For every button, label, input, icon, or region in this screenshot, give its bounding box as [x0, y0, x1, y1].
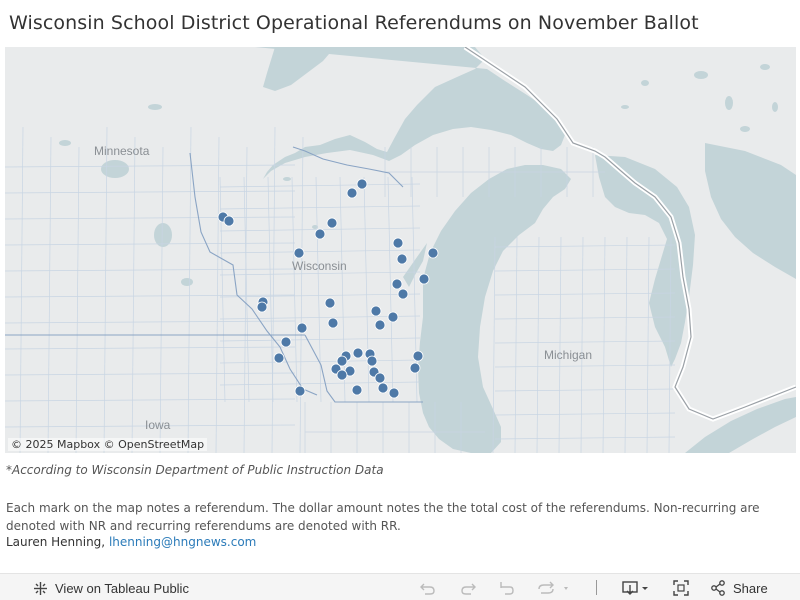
referendum-marker[interactable] [397, 288, 409, 300]
undo-icon [420, 583, 435, 595]
referendum-marker[interactable] [396, 253, 408, 265]
international-border [463, 47, 796, 422]
share-label: Share [733, 580, 768, 596]
revert-button[interactable] [497, 578, 517, 598]
revert-icon [500, 582, 514, 595]
fullscreen-button[interactable] [671, 578, 691, 598]
state-label-iowa: Iowa [145, 418, 171, 432]
referendum-marker[interactable] [392, 237, 404, 249]
lake-erie [685, 397, 796, 453]
referendum-marker[interactable] [374, 372, 386, 384]
referendum-marker[interactable] [388, 387, 400, 399]
referendum-marker[interactable] [387, 311, 399, 323]
refresh-icon [538, 581, 568, 594]
referendum-marker[interactable] [352, 347, 364, 359]
small-lakes [59, 64, 778, 286]
referendum-marker[interactable] [374, 319, 386, 331]
referendum-marker[interactable] [273, 352, 285, 364]
referendum-marker[interactable] [391, 278, 403, 290]
share-button[interactable]: Share [710, 578, 768, 598]
share-icon [711, 580, 725, 596]
referendum-markers[interactable] [217, 178, 439, 399]
referendum-marker[interactable] [336, 355, 348, 367]
referendum-marker[interactable] [326, 217, 338, 229]
referendum-marker[interactable] [351, 384, 363, 396]
referendum-marker[interactable] [324, 297, 336, 309]
lake-michigan [403, 165, 571, 453]
referendum-marker[interactable] [293, 247, 305, 259]
state-label-michigan: Michigan [544, 348, 592, 362]
author-email-link[interactable]: lhenning@hngnews.com [108, 535, 257, 549]
referendum-marker[interactable] [409, 362, 421, 374]
referendum-marker[interactable] [346, 187, 358, 199]
referendum-marker[interactable] [296, 322, 308, 334]
download-button[interactable] [620, 578, 652, 598]
author-credit: Lauren Henning, lhenning@hngnews.com [6, 535, 256, 549]
referendum-marker[interactable] [418, 273, 430, 285]
referendum-marker[interactable] [280, 336, 292, 348]
state-labels: Minnesota Wisconsin Michigan Iowa [94, 144, 592, 432]
page-title: Wisconsin School District Operational Re… [9, 12, 699, 34]
referendum-marker[interactable] [336, 369, 348, 381]
author-name: Lauren Henning, [6, 535, 106, 549]
referendum-marker[interactable] [356, 178, 368, 190]
state-label-minnesota: Minnesota [94, 144, 150, 158]
referendum-marker[interactable] [377, 382, 389, 394]
download-icon [622, 581, 648, 595]
tableau-toolbar: View on Tableau Public Share [0, 573, 800, 600]
referendum-marker[interactable] [314, 228, 326, 240]
redo-button[interactable] [458, 578, 478, 598]
toolbar-divider [596, 580, 597, 595]
refresh-button[interactable] [534, 578, 574, 598]
lake-superior [255, 47, 565, 179]
redo-icon [461, 583, 476, 595]
referendum-marker[interactable] [327, 317, 339, 329]
view-on-tableau-label: View on Tableau Public [55, 580, 189, 596]
referendum-map[interactable]: Minnesota Wisconsin Michigan Iowa © 2025… [5, 47, 796, 453]
referendum-marker[interactable] [370, 305, 382, 317]
fullscreen-icon [673, 580, 689, 596]
view-on-tableau-button[interactable]: View on Tableau Public [33, 578, 189, 598]
map-attribution[interactable]: © 2025 Mapbox © OpenStreetMap [8, 438, 208, 451]
state-boundaries [5, 146, 423, 403]
referendum-marker[interactable] [223, 215, 235, 227]
referendum-marker[interactable] [366, 355, 378, 367]
description-text: Each mark on the map notes a referendum.… [6, 501, 760, 533]
referendum-marker[interactable] [256, 301, 268, 313]
tableau-logo-icon [34, 581, 47, 595]
source-note: *According to Wisconsin Department of Pu… [6, 463, 384, 477]
referendum-marker[interactable] [412, 350, 424, 362]
state-label-wisconsin: Wisconsin [292, 259, 347, 273]
undo-button[interactable] [418, 578, 438, 598]
referendum-marker[interactable] [294, 385, 306, 397]
referendum-marker[interactable] [427, 247, 439, 259]
